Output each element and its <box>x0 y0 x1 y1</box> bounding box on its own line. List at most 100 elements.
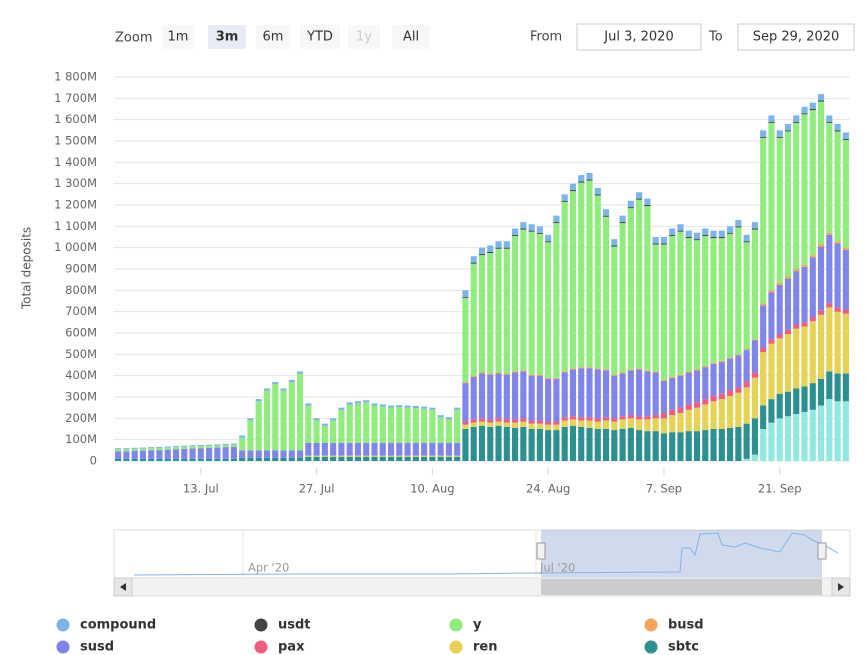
bar-segment <box>636 199 643 369</box>
legend-item[interactable]: usdt <box>254 618 311 633</box>
from-input[interactable] <box>576 23 702 51</box>
button-bg[interactable] <box>392 25 430 49</box>
legend-symbol[interactable] <box>56 618 70 632</box>
button-label[interactable]: 1m <box>168 30 189 45</box>
to-value[interactable]: Sep 29, 2020 <box>753 30 840 45</box>
bar-segment <box>115 449 122 452</box>
legend-label[interactable]: ren <box>473 640 497 655</box>
bar-segment <box>139 458 147 461</box>
button-label[interactable]: 3m <box>216 30 239 45</box>
bar-segment <box>842 132 849 139</box>
bar-segment <box>801 264 808 267</box>
bar-segment <box>611 375 618 419</box>
zoom-button[interactable]: 6m <box>256 25 290 49</box>
legend-symbol[interactable] <box>449 618 463 632</box>
bar-segment <box>115 451 122 459</box>
legend-item[interactable]: pax <box>254 640 306 655</box>
bar-segment <box>553 215 560 223</box>
bar-segment <box>809 317 816 322</box>
legend-symbol[interactable] <box>449 640 463 654</box>
bar-segment <box>602 209 610 216</box>
bar-segment <box>817 378 825 406</box>
bar-segment <box>602 369 610 371</box>
legend-item[interactable]: busd <box>644 618 704 633</box>
bar-segment <box>586 368 593 418</box>
navigator-handle[interactable] <box>817 542 827 560</box>
bar-segment <box>842 313 849 374</box>
bar-segment <box>222 443 229 445</box>
to-input[interactable] <box>737 23 855 51</box>
bar-segment <box>148 458 155 461</box>
zoom-button[interactable]: All <box>392 25 430 49</box>
button-label[interactable]: 6m <box>263 30 284 45</box>
legend-symbol[interactable] <box>644 618 658 632</box>
bar-segment <box>421 456 428 461</box>
zoom-button[interactable]: 3m <box>208 25 246 49</box>
legend-label[interactable]: busd <box>668 618 704 633</box>
bar-segment <box>586 367 593 369</box>
legend-label[interactable]: pax <box>278 640 305 655</box>
bar-segment <box>462 421 469 425</box>
bar-segment <box>685 237 692 239</box>
button-bg[interactable] <box>208 25 246 49</box>
button-label[interactable]: All <box>403 30 419 45</box>
bar-segment <box>561 372 568 418</box>
bar-segment <box>189 458 196 461</box>
navigator-label: Apr '20 <box>248 561 289 575</box>
bar-segment <box>421 408 428 443</box>
bar-segment <box>842 247 849 250</box>
legend-symbol[interactable] <box>254 618 268 632</box>
bar-segment <box>404 442 411 456</box>
bar-segment <box>330 418 337 421</box>
bar-segment <box>710 238 717 363</box>
bar-segment <box>478 421 486 426</box>
bar-segment <box>569 425 577 461</box>
bar-segment <box>578 368 585 418</box>
button-bg[interactable] <box>162 25 194 49</box>
legend-label[interactable]: compound <box>80 618 156 633</box>
bar-segment <box>139 447 147 449</box>
zoom-button[interactable]: YTD <box>300 25 340 49</box>
legend-label[interactable]: sbtc <box>668 640 699 655</box>
legend-item[interactable]: compound <box>56 618 157 633</box>
legend-label[interactable]: usdt <box>278 618 311 633</box>
bar-segment <box>429 442 436 456</box>
legend-symbol[interactable] <box>56 640 70 654</box>
legend-label[interactable]: susd <box>80 640 114 655</box>
bar-segment <box>330 442 337 456</box>
bar-segment <box>156 458 163 461</box>
legend-label[interactable]: y <box>473 618 482 633</box>
bar-segment <box>834 243 841 308</box>
bar-segment <box>751 340 758 373</box>
legend-item[interactable]: y <box>449 618 483 633</box>
bar-segment <box>768 115 775 122</box>
bar-segment <box>495 247 502 249</box>
bar-segment <box>627 427 634 461</box>
legend-symbol[interactable] <box>644 640 658 654</box>
bar-segment <box>520 426 527 461</box>
legend-item[interactable]: ren <box>449 640 498 655</box>
legend-symbol[interactable] <box>254 640 268 654</box>
bar-segment <box>321 456 328 461</box>
bar-segment <box>809 409 816 461</box>
bar-segment <box>354 455 362 457</box>
x-tick-label: 27. Jul <box>299 482 335 496</box>
legend-item[interactable]: susd <box>56 640 115 655</box>
legend-item[interactable]: sbtc <box>644 640 699 655</box>
bar-segment <box>586 180 593 368</box>
from-value[interactable]: Jul 3, 2020 <box>603 30 673 45</box>
zoom-button[interactable]: 1m <box>162 25 194 49</box>
bar-segment <box>801 322 808 327</box>
bar-segment <box>702 234 709 236</box>
bar-segment <box>545 424 552 431</box>
button-label[interactable]: YTD <box>306 30 333 45</box>
button-bg[interactable] <box>300 25 340 49</box>
bar-segment <box>710 429 717 461</box>
button-bg[interactable] <box>256 25 290 49</box>
navigator-handle[interactable] <box>536 542 546 560</box>
scrollbar-thumb[interactable] <box>541 579 822 595</box>
bar-segment <box>536 429 543 461</box>
bar-segment <box>834 401 841 461</box>
bar-segment <box>619 419 626 429</box>
bar-segment <box>379 442 386 456</box>
